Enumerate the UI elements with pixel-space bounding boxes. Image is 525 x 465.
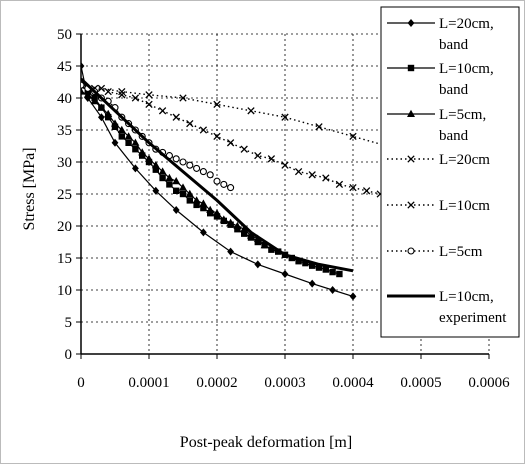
y-tick-label: 10 <box>57 283 72 299</box>
legend-label: experiment <box>439 310 507 326</box>
y-tick-label: 30 <box>57 155 72 171</box>
data-point <box>350 292 357 300</box>
legend: L=20cm, band L=10cm, band L=5cm, band L=20cm L=… <box>381 7 519 337</box>
data-point <box>323 175 329 181</box>
data-point <box>187 197 193 203</box>
data-point <box>172 177 180 184</box>
legend-label: L=20cm <box>439 152 490 168</box>
legend-label: band <box>439 128 469 144</box>
data-point <box>200 169 206 175</box>
legend-label: L=10cm, <box>439 61 494 77</box>
data-point <box>187 120 193 126</box>
legend-box <box>381 7 519 337</box>
data-point <box>119 88 125 94</box>
data-point <box>309 280 316 288</box>
data-point <box>282 270 289 278</box>
y-tick-label: 25 <box>57 187 72 203</box>
data-point <box>146 92 152 98</box>
legend-label: L=10cm <box>439 198 490 214</box>
data-point <box>227 140 233 146</box>
data-point <box>194 165 200 171</box>
data-point <box>199 199 207 206</box>
data-point <box>227 248 234 256</box>
y-tick-label: 45 <box>57 59 72 75</box>
data-point <box>119 92 125 98</box>
legend-label: band <box>439 82 469 98</box>
data-point <box>207 172 213 178</box>
data-point <box>309 172 315 178</box>
data-point <box>119 133 125 139</box>
legend-label: L=20cm, <box>439 16 494 32</box>
data-point <box>363 188 369 194</box>
y-tick-label: 15 <box>57 251 72 267</box>
data-point <box>241 146 247 152</box>
legend-marker <box>408 65 414 71</box>
data-point <box>180 191 186 197</box>
data-point <box>146 101 152 107</box>
data-point <box>295 168 301 174</box>
data-point <box>173 188 179 194</box>
data-point <box>78 82 84 88</box>
y-axis-title: Stress [MPa] <box>21 147 38 230</box>
data-point <box>166 181 172 187</box>
legend-label: L=10cm, <box>439 289 494 305</box>
data-point <box>248 108 254 114</box>
data-point <box>173 156 179 162</box>
legend-marker <box>408 248 414 254</box>
data-point <box>282 162 288 168</box>
data-point <box>329 269 335 275</box>
x-tick-label: 0.0003 <box>264 375 305 391</box>
data-point <box>200 228 207 236</box>
data-point <box>329 286 336 294</box>
data-point <box>173 114 179 120</box>
data-point <box>213 209 221 216</box>
series-l-5cm-band <box>77 87 269 248</box>
y-tick-label: 5 <box>65 315 73 331</box>
legend-label: L=5cm, <box>439 107 486 123</box>
data-point <box>180 159 186 165</box>
data-point <box>336 271 342 277</box>
x-tick-label: 0.0001 <box>128 375 169 391</box>
data-point <box>255 152 261 158</box>
data-point <box>159 175 165 181</box>
data-point <box>254 260 261 268</box>
x-tick-label: 0.0002 <box>196 375 237 391</box>
data-point <box>228 185 234 191</box>
legend-label: band <box>439 37 469 53</box>
data-point <box>180 95 186 101</box>
x-tick-label: 0 <box>77 375 85 391</box>
y-tick-label: 35 <box>57 123 72 139</box>
data-point <box>187 162 193 168</box>
x-axis-title: Post-peak deformation [m] <box>180 434 352 451</box>
y-tick-label: 0 <box>65 347 73 363</box>
data-point <box>221 181 227 187</box>
legend-label: L=5cm <box>439 244 483 260</box>
data-point <box>214 178 220 184</box>
y-tick-label: 40 <box>57 91 72 107</box>
x-tick-label: 0.0006 <box>468 375 510 391</box>
y-tick-label: 50 <box>57 27 72 43</box>
data-point <box>125 140 131 146</box>
series-line <box>81 85 421 203</box>
x-tick-label: 0.0004 <box>332 375 374 391</box>
x-tick-label: 0.0005 <box>400 375 441 391</box>
data-point <box>159 108 165 114</box>
y-tick-label: 20 <box>57 219 72 235</box>
